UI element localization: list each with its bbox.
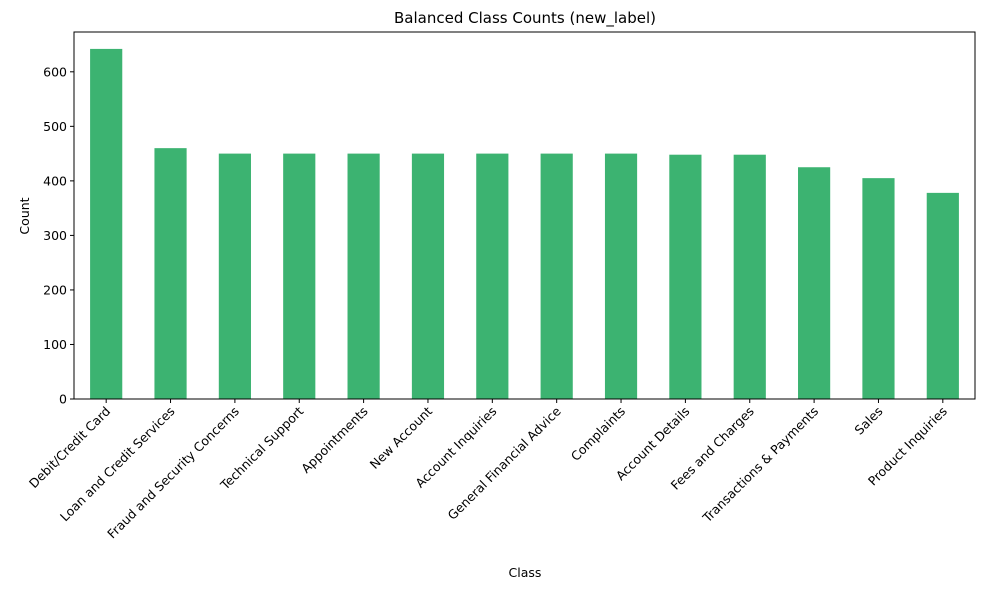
x-tick-label: New Account	[367, 403, 435, 471]
x-axis-label: Class	[509, 565, 542, 580]
x-tick-label: Transactions & Payments	[699, 404, 821, 526]
bar	[604, 153, 638, 399]
bar	[218, 153, 251, 399]
y-tick-label: 600	[43, 64, 67, 79]
bar	[347, 153, 380, 399]
x-tick-label: Complaints	[568, 404, 628, 464]
bar	[798, 167, 831, 399]
bar	[669, 154, 702, 399]
y-tick-label: 500	[43, 119, 67, 134]
chart-title: Balanced Class Counts (new_label)	[394, 9, 656, 28]
x-tick-label: General Financial Advice	[445, 403, 564, 522]
y-tick-label: 200	[43, 282, 67, 297]
bar	[283, 153, 316, 399]
y-axis: 0 100 200 300 400 500 600	[43, 64, 74, 407]
y-tick-label: 400	[43, 173, 67, 188]
x-tick-label: Appointments	[298, 404, 371, 477]
x-tick-label: Loan and Credit Services	[57, 404, 178, 525]
bar	[733, 154, 766, 399]
y-tick-label: 0	[59, 392, 67, 407]
x-tick-label: Sales	[851, 404, 885, 438]
bar	[476, 153, 509, 399]
plot-area	[73, 31, 976, 400]
bar	[411, 153, 445, 399]
bar	[90, 48, 123, 399]
y-axis-label: Count	[17, 197, 32, 234]
bar	[540, 153, 573, 399]
y-tick-label: 300	[43, 228, 67, 243]
plot-frame	[73, 31, 976, 400]
bar	[862, 178, 895, 399]
x-tick-label: Fraud and Security Concerns	[104, 404, 242, 542]
bar	[926, 192, 959, 399]
bar	[154, 148, 187, 399]
y-tick-label: 100	[43, 337, 67, 352]
